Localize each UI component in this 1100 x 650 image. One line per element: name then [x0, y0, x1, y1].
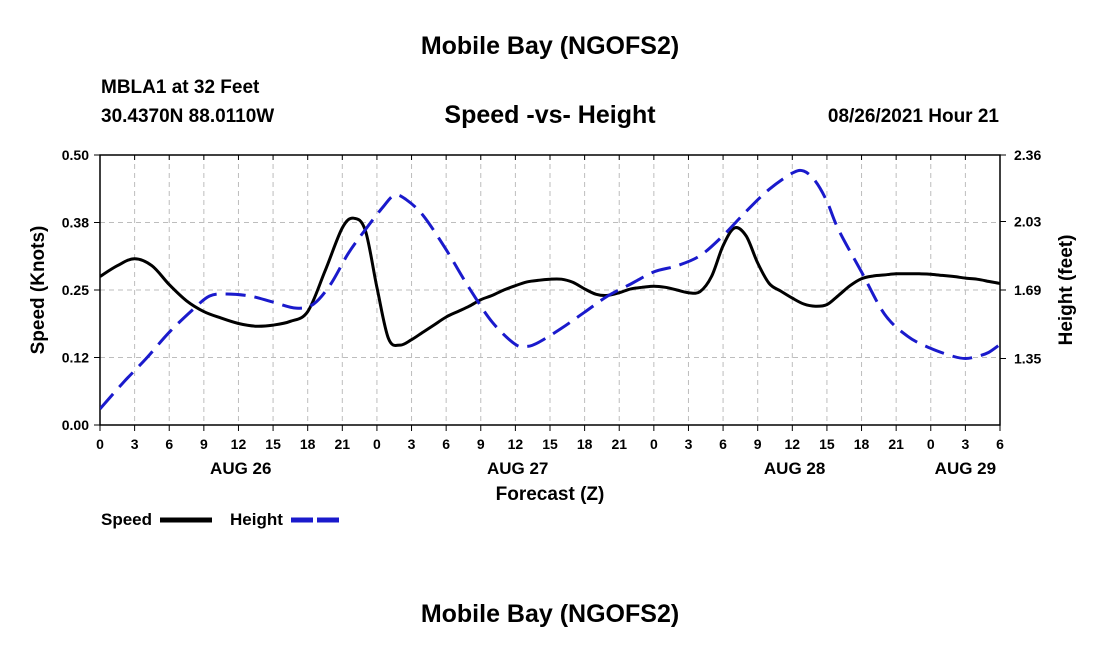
forecast-timestamp: 08/26/2021 Hour 21: [827, 106, 999, 127]
x-tick-label: 3: [131, 436, 139, 452]
x-tick-label: 6: [719, 436, 727, 452]
x-axis-title: Forecast (Z): [496, 484, 605, 505]
x-tick-label: 6: [442, 436, 450, 452]
x-date-label: AUG 29: [935, 459, 996, 478]
x-tick-label: 12: [785, 436, 801, 452]
y-axis-title: Speed (Knots): [28, 226, 49, 355]
x-tick-label: 18: [577, 436, 593, 452]
height-series-line: [100, 168, 1000, 410]
y-tick-label: 0.25: [62, 282, 89, 298]
x-tick-label: 21: [888, 436, 904, 452]
legend-height-label: Height: [230, 510, 283, 529]
x-tick-label: 3: [408, 436, 416, 452]
x-tick-label: 18: [300, 436, 316, 452]
x-tick-label: 15: [265, 436, 281, 452]
x-tick-label: 18: [854, 436, 870, 452]
y-tick-label: 0.12: [62, 350, 89, 366]
x-tick-label: 3: [961, 436, 969, 452]
x-tick-label: 6: [165, 436, 173, 452]
legend-speed-label: Speed: [101, 510, 152, 529]
chart-main-title: Mobile Bay (NGOFS2): [420, 32, 680, 60]
x-tick-label: 3: [685, 436, 693, 452]
y2-axis-title: Height (feet): [1056, 235, 1077, 346]
x-date-label: AUG 28: [764, 459, 825, 478]
chart-footer-title: Mobile Bay (NGOFS2): [420, 600, 680, 628]
x-tick-label: 0: [650, 436, 658, 452]
y2-tick-label: 2.36: [1014, 147, 1041, 163]
x-tick-label: 9: [200, 436, 208, 452]
y2-tick-label: 2.03: [1014, 213, 1041, 229]
y-tick-label: 0.38: [62, 215, 89, 231]
speed-series-line: [100, 216, 1000, 347]
station-coordinates: 30.4370N 88.0110W: [101, 106, 275, 127]
x-tick-label: 12: [231, 436, 247, 452]
y-tick-label: 0.50: [62, 147, 89, 163]
x-date-label: AUG 26: [210, 459, 271, 478]
y2-tick-label: 1.35: [1014, 351, 1041, 367]
x-tick-label: 9: [754, 436, 762, 452]
station-label: MBLA1 at 32 Feet: [101, 77, 260, 98]
x-tick-label: 15: [542, 436, 558, 452]
x-tick-label: 0: [96, 436, 104, 452]
x-tick-label: 15: [819, 436, 835, 452]
y-tick-label: 0.00: [62, 417, 89, 433]
x-date-label: AUG 27: [487, 459, 548, 478]
x-tick-label: 0: [927, 436, 935, 452]
x-tick-label: 0: [373, 436, 381, 452]
x-tick-label: 6: [996, 436, 1004, 452]
x-tick-label: 9: [477, 436, 485, 452]
y2-tick-label: 1.69: [1014, 282, 1041, 298]
chart-subtitle: Speed -vs- Height: [444, 101, 656, 129]
x-tick-label: 12: [508, 436, 524, 452]
x-tick-label: 21: [611, 436, 627, 452]
x-tick-label: 21: [335, 436, 351, 452]
